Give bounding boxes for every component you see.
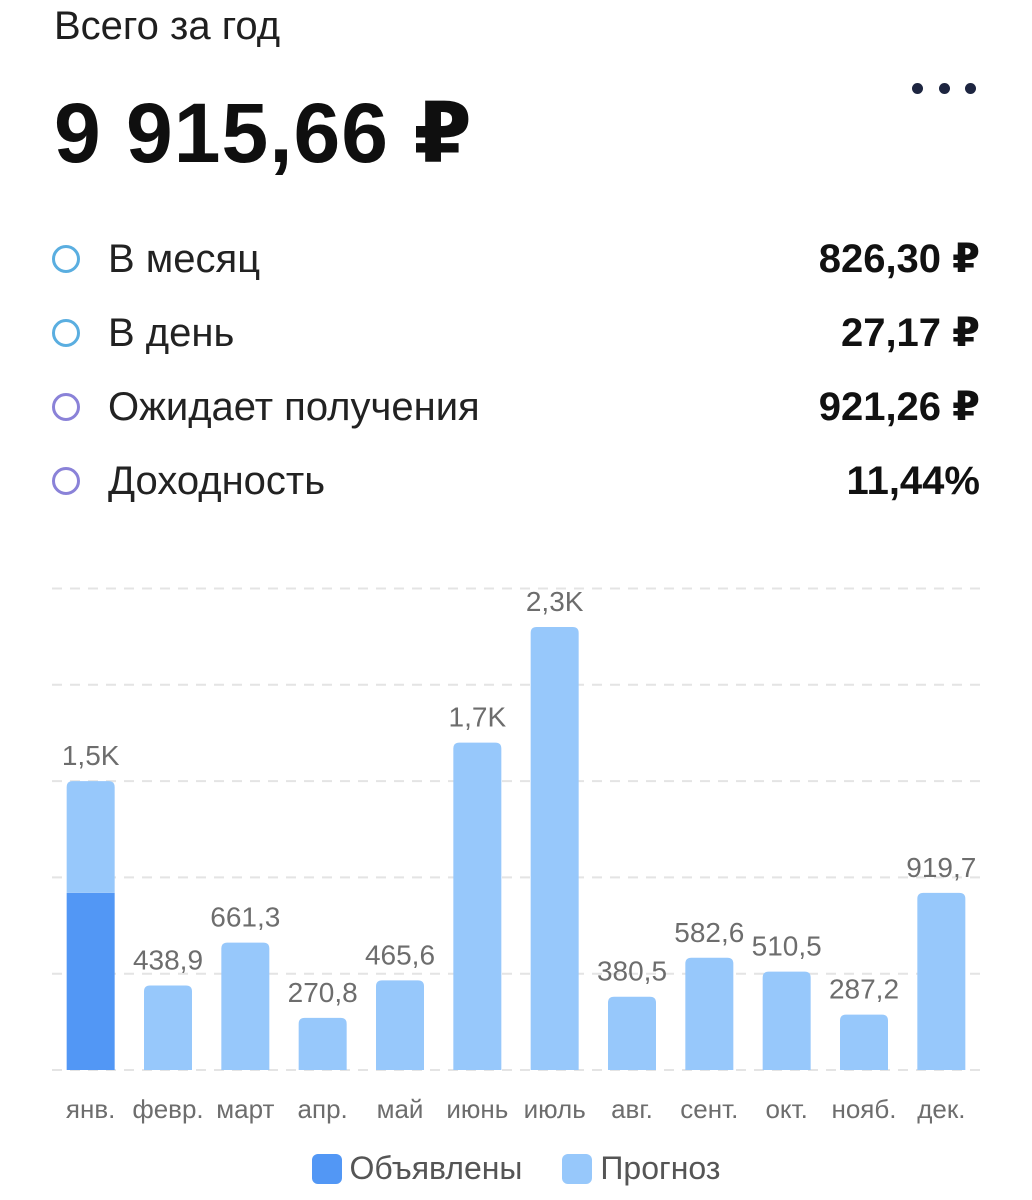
- bar-forecast: [608, 996, 656, 1070]
- bar-forecast: [917, 892, 966, 1070]
- stat-label: Доходность: [108, 458, 326, 503]
- bar-forecast: [298, 1017, 347, 1070]
- bar-value-label: 380,5: [597, 956, 667, 987]
- more-horizontal-icon: [965, 82, 976, 94]
- circle-icon: [52, 319, 80, 347]
- more-menu-button[interactable]: [912, 68, 976, 108]
- stat-value: 11,44%: [846, 458, 980, 503]
- bar-forecast: [685, 957, 734, 1070]
- x-tick-label: дек.: [917, 1094, 965, 1124]
- stat-row-day: В день 27,17 ₽: [52, 296, 980, 370]
- stat-row-pending: Ожидает получения 921,26 ₽: [52, 370, 980, 444]
- bar-value-label: 438,9: [133, 944, 203, 975]
- bar-value-label: 582,6: [674, 917, 744, 948]
- legend-swatch-declared: [311, 1153, 342, 1184]
- x-tick-label: окт.: [765, 1094, 807, 1124]
- stat-value: 27,17 ₽: [840, 311, 980, 355]
- total-amount: 9 915,66 ₽: [54, 86, 473, 180]
- bar-value-label: 1,7K: [449, 702, 507, 733]
- more-horizontal-icon: [912, 82, 923, 94]
- stat-value: 826,30 ₽: [818, 237, 980, 281]
- x-tick-label: сент.: [680, 1094, 738, 1124]
- x-tick-label: авг.: [611, 1094, 653, 1124]
- bar-forecast: [66, 781, 115, 893]
- bar-forecast: [530, 627, 579, 1070]
- bar-value-label: 919,7: [906, 852, 976, 883]
- bar-value-label: 465,6: [365, 939, 435, 970]
- stat-row-month: В месяц 826,30 ₽: [52, 222, 980, 296]
- x-tick-label: февр.: [132, 1094, 203, 1124]
- stats-list: В месяц 826,30 ₽ В день 27,17 ₽ Ожидает …: [52, 222, 980, 518]
- legend-label: Объявлены: [349, 1150, 523, 1186]
- bar-forecast: [762, 971, 811, 1070]
- bar-forecast: [376, 980, 424, 1070]
- bar-value-label: 661,3: [210, 902, 280, 933]
- bar-forecast: [221, 942, 270, 1070]
- legend-swatch-forecast: [562, 1153, 593, 1184]
- bar-value-label: 2,3K: [526, 586, 584, 617]
- legend-item-forecast[interactable]: Прогноз: [562, 1150, 720, 1187]
- x-tick-label: апр.: [298, 1094, 348, 1124]
- bar-value-label: 287,2: [829, 974, 899, 1005]
- page-subtitle: Всего за год: [54, 4, 281, 48]
- stat-label: В месяц: [108, 236, 261, 281]
- x-tick-label: нояб.: [831, 1094, 896, 1124]
- more-horizontal-icon: [938, 82, 950, 94]
- legend-item-declared[interactable]: Объявлены: [311, 1150, 523, 1187]
- stat-value: 921,26 ₽: [818, 385, 980, 429]
- stat-row-yield: Доходность 11,44%: [52, 444, 980, 518]
- bar-declared: [66, 892, 115, 1070]
- circle-icon: [52, 245, 80, 273]
- bar-forecast: [144, 985, 192, 1070]
- bar-value-label: 270,8: [288, 977, 358, 1008]
- stat-label: В день: [108, 310, 235, 355]
- x-tick-label: май: [377, 1094, 424, 1124]
- x-tick-label: июль: [524, 1094, 586, 1124]
- bar-value-label: 1,5K: [62, 740, 120, 771]
- bar-forecast: [840, 1014, 888, 1070]
- chart-legend: Объявлены Прогноз: [0, 1150, 1032, 1187]
- dividends-bar-chart: 1,5K янв. 438,9 февр. 661,3 март 270,8 апр. 465,…: [52, 586, 980, 1124]
- bar-value-label: 510,5: [752, 931, 822, 962]
- stat-label: Ожидает получения: [108, 384, 480, 429]
- bar-forecast: [453, 742, 502, 1070]
- x-tick-label: март: [216, 1094, 274, 1124]
- legend-label: Прогноз: [600, 1150, 721, 1186]
- circle-icon: [52, 393, 80, 421]
- x-tick-label: янв.: [66, 1094, 115, 1124]
- x-tick-label: июнь: [446, 1094, 508, 1124]
- circle-icon: [52, 467, 80, 495]
